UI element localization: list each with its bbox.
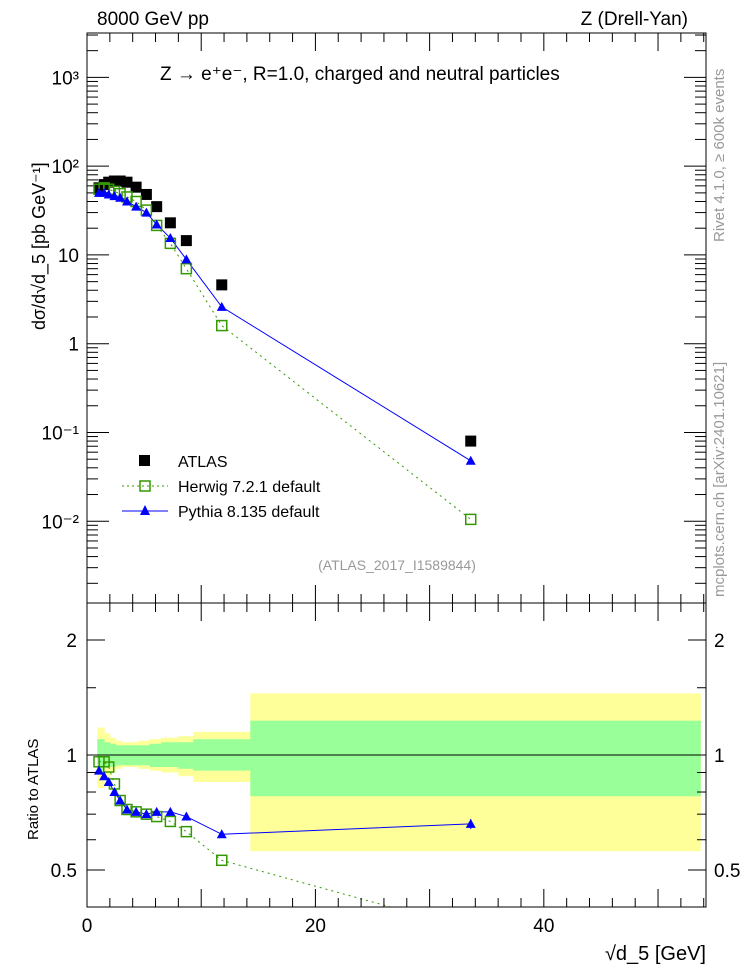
pythia-line	[98, 192, 471, 462]
atlas-point	[140, 188, 152, 200]
legend-herwig-marker	[139, 480, 151, 492]
y-tick-label: 10	[58, 246, 79, 267]
header-right: Z (Drell-Yan)	[581, 9, 688, 30]
pythia-ratio-point	[121, 804, 132, 814]
ratio-panel: 2 2 1 1 0.5 0.5 0 20 40	[51, 602, 740, 937]
legend-pythia-label: Pythia 8.135 default	[178, 504, 320, 521]
pythia-ratio-point	[115, 795, 126, 805]
analysis-tag: (ATLAS_2017_I1589844)	[318, 557, 476, 573]
pythia-ratio-point	[216, 829, 227, 839]
pythia-point	[103, 189, 114, 199]
pythia-ratio-point	[93, 765, 104, 775]
pythia-point	[181, 254, 192, 264]
atlas-point	[164, 217, 176, 229]
ratio-y-tick-label-right: 2	[714, 631, 725, 652]
pythia-ratio-point	[165, 806, 176, 816]
legend-atlas-marker	[139, 455, 150, 466]
legend-pythia-marker	[140, 505, 150, 515]
atlas-point	[114, 175, 126, 187]
pythia-ratio-point	[151, 806, 162, 816]
pythia-point	[465, 455, 476, 465]
x-tick-label: 20	[305, 916, 326, 937]
atlas-point	[465, 435, 477, 447]
x-axis-label: √d_5 [GeV]	[605, 943, 706, 965]
herwig-ratio-point	[216, 854, 228, 867]
y-tick-label: 10²	[52, 157, 79, 178]
pythia-ratio-point	[109, 787, 120, 797]
pythia-ratio-point	[103, 776, 114, 786]
lower-ylabel: Ratio to ATLAS	[25, 739, 42, 840]
herwig-ratio-point	[102, 761, 115, 773]
herwig-line	[98, 187, 472, 520]
herwig-ratio-point	[180, 825, 193, 838]
pythia-point	[109, 191, 120, 201]
herwig-ratio-point	[164, 815, 177, 828]
atlas-point	[180, 235, 192, 247]
pythia-point	[216, 301, 227, 311]
pythia-ratio-point	[465, 818, 476, 828]
ratio-y-tick-label: 1	[66, 746, 77, 767]
herwig-point	[464, 513, 477, 526]
atlas-point	[151, 201, 163, 213]
y-tick-label: 10⁻¹	[42, 423, 80, 444]
legend-atlas-label: ATLAS	[178, 454, 228, 471]
pythia-point	[121, 196, 132, 206]
atlas-point	[108, 175, 120, 187]
ratio-y-tick-label-right: 1	[714, 746, 725, 767]
legend: ATLAS Herwig 7.2.1 default Pythia 8.135 …	[122, 454, 321, 521]
pythia-point	[151, 219, 162, 229]
y-tick-label: 1	[68, 335, 79, 356]
header-left: 8000 GeV pp	[97, 9, 209, 30]
atlas-point	[216, 279, 228, 291]
pythia-point	[141, 207, 152, 217]
x-tick-label: 40	[533, 916, 554, 937]
pythia-ratio-point	[141, 809, 152, 819]
pythia-ratio-point	[181, 811, 192, 821]
pythia-ratio-point	[99, 771, 110, 781]
pythia-point	[131, 201, 142, 211]
atlas-point	[121, 176, 133, 188]
pythia-ratio-point	[131, 806, 142, 816]
legend-herwig-label: Herwig 7.2.1 default	[178, 479, 321, 496]
y-tick-label: 10⁻²	[42, 512, 80, 533]
upper-ylabel: dσ/d√d_5 [pb GeV⁻¹]	[29, 162, 50, 330]
ratio-y-tick-label: 0.5	[51, 861, 77, 882]
y-tick-label: 10³	[52, 68, 79, 89]
herwig-point	[216, 319, 228, 332]
pythia-point	[115, 192, 126, 202]
stat-uncertainty-band	[178, 742, 194, 769]
main-panel: 10³ 10² 10 1 10⁻¹ 10⁻²	[42, 32, 707, 604]
ratio-y-tick-label: 2	[66, 631, 77, 652]
atlas-point	[130, 181, 142, 193]
rivet-label: Rivet 4.1.0, ≥ 600k events	[711, 69, 728, 242]
mcplots-label: mcplots.cern.ch [arXiv:2401.10621]	[711, 362, 728, 597]
herwig-point	[180, 262, 193, 275]
plot-title: Z → e⁺e⁻, R=1.0, charged and neutral par…	[160, 64, 560, 85]
x-tick-label: 0	[82, 916, 93, 937]
stat-uncertainty-band	[250, 720, 701, 797]
ratio-y-tick-label-right: 0.5	[714, 861, 740, 882]
pythia-point	[165, 233, 176, 243]
